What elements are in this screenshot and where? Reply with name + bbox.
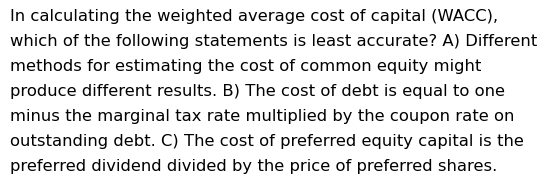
Text: minus the marginal tax rate multiplied by the coupon rate on: minus the marginal tax rate multiplied b… xyxy=(10,109,514,124)
Text: outstanding debt. C) The cost of preferred equity capital is the: outstanding debt. C) The cost of preferr… xyxy=(10,134,524,149)
Text: which of the following statements is least accurate? A) Different: which of the following statements is lea… xyxy=(10,34,537,49)
Text: produce different results. B) The cost of debt is equal to one: produce different results. B) The cost o… xyxy=(10,84,505,99)
Text: methods for estimating the cost of common equity might: methods for estimating the cost of commo… xyxy=(10,59,482,74)
Text: In calculating the weighted average cost of capital (WACC),: In calculating the weighted average cost… xyxy=(10,9,498,24)
Text: preferred dividend divided by the price of preferred shares.: preferred dividend divided by the price … xyxy=(10,159,497,174)
